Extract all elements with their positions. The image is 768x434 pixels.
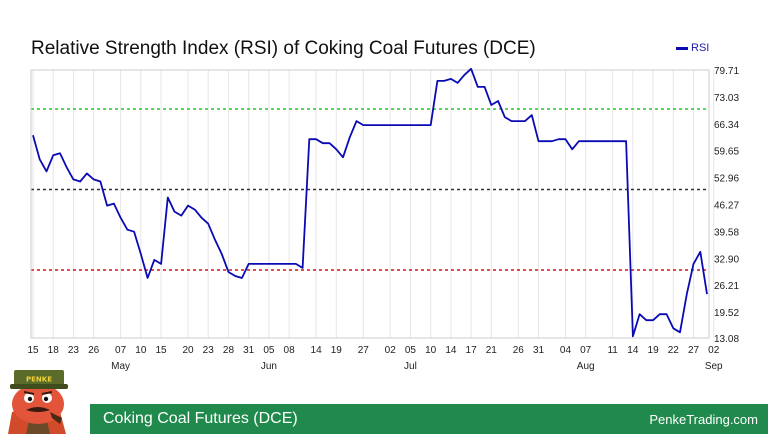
- x-tick-label: 26: [513, 345, 525, 356]
- grid: [32, 70, 715, 338]
- month-label: Jul: [404, 361, 417, 372]
- x-tick-label: 23: [203, 345, 215, 356]
- y-tick-label: 79.71: [714, 66, 739, 77]
- x-tick-label: 05: [405, 345, 417, 356]
- x-tick-label: 08: [284, 345, 296, 356]
- x-tick-label: 07: [115, 345, 127, 356]
- y-tick-label: 19.52: [714, 308, 739, 319]
- x-tick-label: 10: [425, 345, 437, 356]
- legend-label: RSI: [691, 42, 710, 54]
- x-tick-label: 15: [27, 345, 39, 356]
- x-tick-label: 31: [243, 345, 255, 356]
- x-tick-label: 15: [155, 345, 167, 356]
- legend-swatch: [676, 46, 688, 50]
- x-tick-label: 28: [223, 345, 235, 356]
- x-tick-label: 14: [445, 345, 457, 356]
- reference-lines: [31, 108, 709, 271]
- month-label: Jun: [261, 361, 277, 372]
- month-label: May: [111, 361, 130, 372]
- x-tick-label: 21: [486, 345, 498, 356]
- penke-mascot-icon: PENKE: [8, 370, 68, 434]
- x-tick-label: 11: [607, 345, 618, 356]
- x-tick-label: 27: [688, 345, 700, 356]
- y-tick-label: 59.65: [714, 147, 739, 158]
- x-tick-label: 23: [68, 345, 80, 356]
- footer-title: Coking Coal Futures (DCE): [103, 410, 298, 427]
- series-layer: [32, 67, 708, 338]
- x-tick-label: 19: [331, 345, 343, 356]
- rsi-series-line: [32, 67, 708, 338]
- y-tick-label: 73.03: [714, 93, 739, 104]
- y-tick-label: 32.90: [714, 254, 739, 265]
- axes: 79.71 73.03 66.34 59.65 52.96 46.27 39.58 32.90…: [27, 66, 739, 372]
- x-tick-label: 14: [627, 345, 639, 356]
- x-tick-label: 31: [533, 345, 545, 356]
- y-tick-label: 52.96: [714, 174, 739, 185]
- mascot-hat-text: PENKE: [26, 376, 52, 384]
- x-tick-label: 20: [182, 345, 194, 356]
- x-tick-label: 14: [311, 345, 323, 356]
- month-label: Aug: [577, 361, 595, 372]
- y-tick-label: 46.27: [714, 201, 739, 212]
- x-tick-label: 07: [580, 345, 592, 356]
- chart-title: Relative Strength Index (RSI) of Coking …: [31, 38, 536, 59]
- x-tick-label: 10: [135, 345, 147, 356]
- x-tick-label: 22: [668, 345, 680, 356]
- x-tick-label: 19: [648, 345, 660, 356]
- plot-frame: [30, 69, 710, 339]
- x-tick-label: 05: [263, 345, 275, 356]
- x-tick-label: 02: [708, 345, 720, 356]
- legend: RSI: [676, 42, 709, 54]
- y-tick-label: 66.34: [714, 120, 739, 131]
- y-tick-label: 39.58: [714, 227, 739, 238]
- x-tick-label: 18: [48, 345, 60, 356]
- x-tick-label: 27: [358, 345, 370, 356]
- footer-bar: Coking Coal Futures (DCE) PenkeTrading.c…: [90, 404, 768, 434]
- y-tick-label: 26.21: [714, 281, 739, 292]
- x-tick-label: 17: [466, 345, 478, 356]
- x-tick-label: 04: [560, 345, 572, 356]
- x-tick-label: 02: [385, 345, 397, 356]
- footer-site-link[interactable]: PenkeTrading.com: [649, 412, 758, 427]
- month-label: Sep: [705, 361, 723, 372]
- y-tick-label: 13.08: [714, 334, 739, 345]
- x-tick-label: 26: [88, 345, 100, 356]
